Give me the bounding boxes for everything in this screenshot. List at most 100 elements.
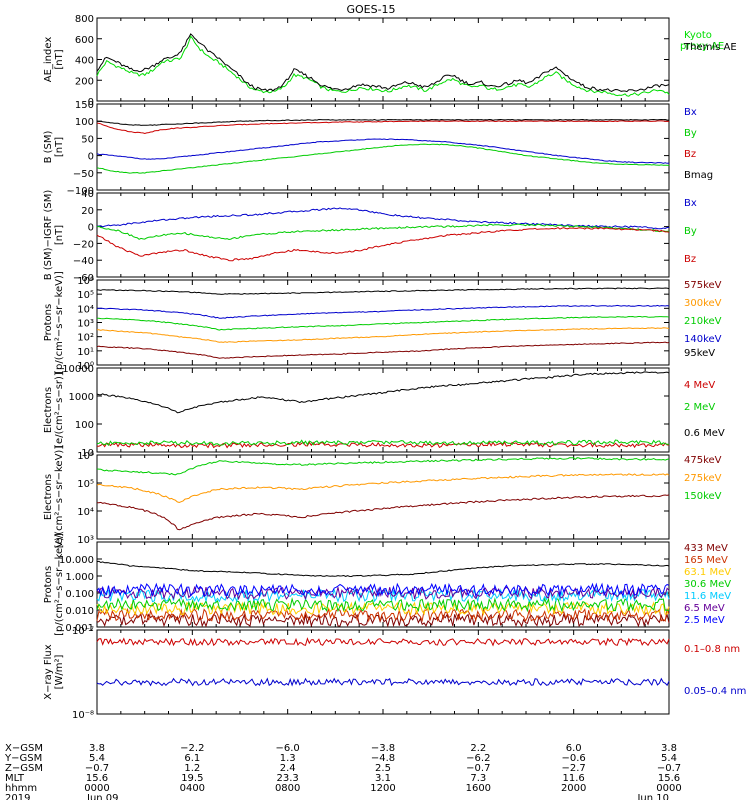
y-tick-label: 50 — [81, 134, 94, 145]
panel-5: 10000 1000 100 10 Electrons[e/(cm²−s−sr)] 4 M… — [43, 364, 725, 459]
legend-entry-line: Bmag — [684, 170, 713, 181]
y-axis-label: Protons[p/(cm²−s−sr−keV)] — [43, 533, 65, 636]
y-tick-label: 10⁻⁷ — [72, 626, 94, 637]
series-line-30-6-mev — [96, 597, 670, 613]
legend-entry-line: Bz — [684, 254, 696, 265]
y-tick-label: 0 — [88, 152, 94, 163]
panel-3: 40 20 0 −20 −40 −60 B (SM)−IGRF (SM)[nT] Bx By Bz — [43, 189, 697, 284]
y-tick-label: 10 — [81, 448, 94, 459]
series-line-140kev — [96, 304, 670, 319]
legend-entry: 0.6 MeV — [684, 428, 725, 439]
x-axis-value: −4.8 — [371, 753, 395, 764]
series-line-themis-ae — [96, 33, 670, 93]
series-line-unlabeled — [96, 560, 670, 578]
panel-8: 10⁻⁷ 10⁻⁸ X−ray Flux[W/m²] 0.1–0.8 nm 0.05–0… — [43, 626, 746, 721]
y-tick-label: −50 — [73, 169, 94, 180]
y-tick-label: 10³ — [77, 535, 94, 546]
series-line-475kev — [96, 494, 670, 531]
legend-entry-line: Bx — [684, 107, 697, 118]
x-axis-value: −0.7 — [466, 763, 490, 774]
legend-entry: Bmag — [684, 170, 713, 181]
legend-entry-line: 30.6 MeV — [684, 579, 731, 590]
legend-entry: 63.1 MeV — [684, 567, 731, 578]
legend-entry-line: 300keV — [684, 298, 722, 309]
panel-1: 800 600 400 200 0 AE_index[nT] Kyoto proxy AETh… — [43, 14, 737, 108]
x-axis-value: 0000 — [656, 783, 681, 794]
legend-entry: 2.5 MeV — [684, 615, 725, 626]
legend-entry-line: Themis AE — [683, 42, 737, 53]
legend-entry-line: 165 MeV — [684, 555, 728, 566]
legend-entry: 575keV — [684, 280, 722, 291]
y-tick-label: 10⁵ — [77, 290, 94, 301]
y-axis-label-line: [p/(cm²−s−sr−keV)] — [54, 533, 65, 636]
x-axis-value: −3.8 — [371, 743, 395, 754]
y-axis-label-line: [nT] — [54, 49, 65, 69]
legend-entry: Bz — [684, 149, 696, 160]
series-line-by — [96, 223, 670, 241]
y-axis-label-line: AE_index — [43, 37, 54, 83]
y-axis-label-line: [e/(cm²−s−sr)] — [54, 372, 65, 448]
y-tick-label: 0.100 — [65, 589, 94, 600]
legend-entry: By — [684, 128, 697, 139]
y-tick-label: −40 — [73, 256, 94, 267]
y-tick-label: 10⁴ — [77, 507, 94, 518]
legend-entry-line: 11.6 MeV — [684, 591, 731, 602]
x-axis-value: 2.4 — [280, 763, 296, 774]
legend-entry: 210keV — [684, 316, 722, 327]
panel-2: 150 100 50 0 −50 −100 B (SM)[nT] Bx By Bz Bmag — [43, 100, 713, 197]
legend-entry-line: 575keV — [684, 280, 722, 291]
y-tick-label: 10¹ — [77, 347, 94, 358]
y-tick-label: 100 — [75, 420, 94, 431]
x-axis-value: 7.3 — [470, 773, 486, 784]
y-tick-label: 10⁶ — [77, 276, 94, 287]
series-line-bz — [96, 120, 670, 135]
legend-entry: Themis AE — [683, 42, 737, 53]
x-row-label: 2019 — [5, 793, 30, 800]
series-line-by — [96, 143, 670, 174]
x-axis-value: 5.4 — [89, 753, 105, 764]
x-axis-value: 15.6 — [658, 773, 680, 784]
legend-entry: Bz — [684, 254, 696, 265]
y-tick-label: 10⁻⁸ — [72, 710, 94, 721]
y-axis-label: X−ray Flux[W/m²] — [43, 644, 65, 699]
series-line-63-1-mev — [96, 601, 670, 616]
series-line-2-5-mev — [96, 582, 670, 598]
series-line-210kev — [97, 315, 670, 331]
legend-entry-line: Bx — [684, 198, 697, 209]
y-tick-label: −20 — [73, 239, 94, 250]
y-tick-label: 0.001 — [65, 623, 94, 634]
legend-entry: Bx — [684, 198, 697, 209]
series-line-kyoto-proxy-ae — [96, 35, 670, 97]
x-row-label: hhmm — [5, 783, 37, 794]
y-axis-label-line: [nT] — [54, 137, 65, 157]
series-line-bz — [96, 227, 670, 262]
legend-entry-line: 475keV — [684, 455, 722, 466]
x-axis-value: 6.1 — [184, 753, 200, 764]
panel-frame — [96, 367, 670, 453]
x-axis-value: −0.7 — [85, 763, 109, 774]
x-axis-value: 3.8 — [89, 743, 105, 754]
legend-entry-line: 0.6 MeV — [684, 428, 725, 439]
y-tick-label: 0.010 — [65, 606, 94, 617]
panel-frame — [96, 192, 670, 278]
legend-entry: Kyoto proxy AE — [680, 30, 724, 52]
x-row-label: MLT — [5, 773, 25, 784]
legend-entry-line: 433 MeV — [684, 543, 728, 554]
legend-entry-line: 275keV — [684, 473, 722, 484]
y-axis-label: B (SM)[nT] — [43, 130, 65, 163]
y-axis-label-line: [W/m²] — [54, 654, 65, 689]
legend-entry-line: By — [684, 226, 697, 237]
series-line-433-mev — [96, 612, 670, 628]
legend-entry: By — [684, 226, 697, 237]
series-line-0-1-0-8-nm — [96, 637, 670, 647]
y-tick-label: 10⁰ — [77, 361, 94, 372]
x-axis-value: 1.2 — [184, 763, 200, 774]
y-axis-label-line: Electrons — [43, 474, 54, 520]
legend-entry: 150keV — [684, 491, 722, 502]
y-tick-label: 10.000 — [59, 555, 94, 566]
x-axis-value: 0000 — [84, 783, 109, 794]
series-line-95kev — [96, 287, 670, 295]
x-axis-value: 1200 — [370, 783, 395, 794]
